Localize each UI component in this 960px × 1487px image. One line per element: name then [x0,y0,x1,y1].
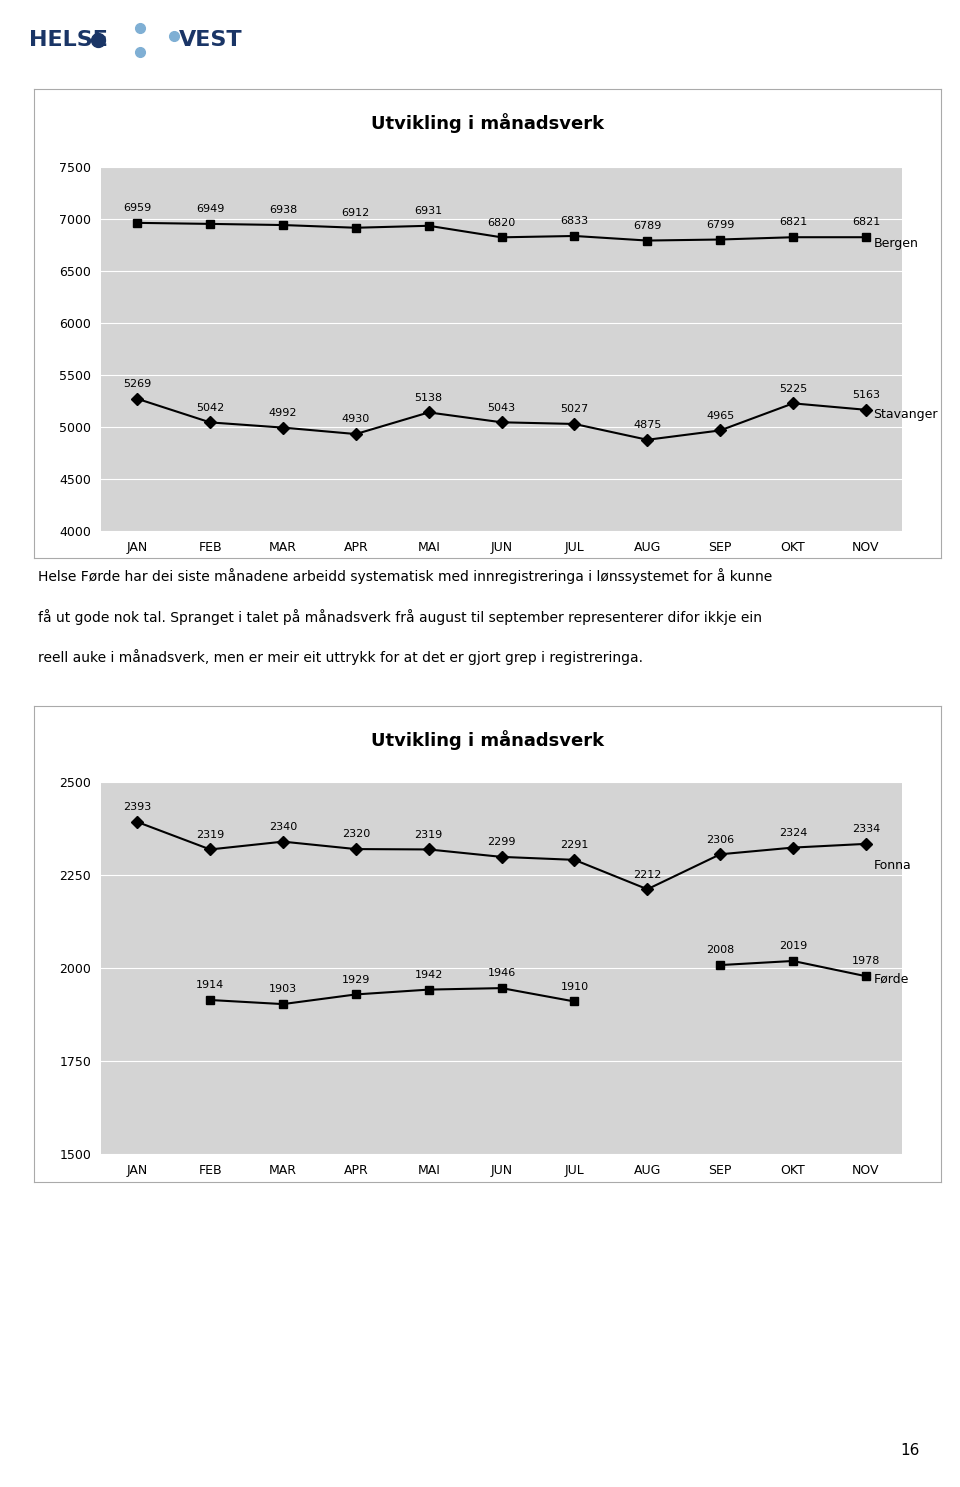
Text: 2019: 2019 [779,941,807,952]
Text: 2320: 2320 [342,830,370,839]
Text: 4875: 4875 [634,419,661,430]
Text: 5269: 5269 [123,379,152,390]
Text: 5027: 5027 [561,404,588,415]
Text: 5042: 5042 [196,403,225,413]
Text: 6820: 6820 [488,217,516,228]
Text: 2324: 2324 [779,828,807,837]
Text: 2319: 2319 [415,830,443,840]
Text: HELSE: HELSE [29,30,108,51]
Text: 6938: 6938 [269,205,297,216]
Text: 1903: 1903 [269,984,297,995]
Text: 4965: 4965 [707,410,734,421]
Text: 2319: 2319 [196,830,225,840]
Text: Bergen: Bergen [874,236,918,250]
Text: 6959: 6959 [123,204,152,213]
Text: Utvikling i månadsverk: Utvikling i månadsverk [371,113,604,132]
Text: 2393: 2393 [123,801,152,812]
Text: 6799: 6799 [706,220,734,230]
Text: Helse Bergen og Helse Stavanger: Helse Bergen og Helse Stavanger [356,174,618,187]
Text: 1946: 1946 [488,968,516,978]
Text: 5163: 5163 [852,390,880,400]
Text: Utvikling i månadsverk: Utvikling i månadsverk [371,730,604,749]
Text: 5138: 5138 [415,393,443,403]
Text: 2340: 2340 [269,822,297,831]
Text: 6949: 6949 [196,204,225,214]
Text: 2212: 2212 [634,870,661,879]
Text: Førde: Førde [874,972,908,986]
Text: 2299: 2299 [488,837,516,848]
Text: 4992: 4992 [269,407,298,418]
Text: Stavanger: Stavanger [874,407,938,421]
Text: VEST: VEST [179,30,242,51]
Text: 5043: 5043 [488,403,516,412]
Text: 4930: 4930 [342,415,370,424]
Text: 1910: 1910 [561,981,588,992]
Text: 16: 16 [900,1442,920,1459]
Text: 1914: 1914 [196,980,225,990]
Text: 1929: 1929 [342,974,370,984]
Text: 6912: 6912 [342,208,370,219]
Text: 6821: 6821 [779,217,807,228]
Text: 1942: 1942 [415,970,443,980]
Text: 2291: 2291 [561,840,588,851]
Text: 6931: 6931 [415,207,443,216]
Text: Fonna: Fonna [874,859,911,873]
Text: 2334: 2334 [852,824,880,834]
Text: 2008: 2008 [707,946,734,955]
Text: 6821: 6821 [852,217,880,228]
Text: Helse Førde har dei siste månadene arbeidd systematisk med innregistreringa i lø: Helse Førde har dei siste månadene arbei… [38,568,773,584]
Text: få ut gode nok tal. Spranget i talet på månadsverk frå august til september repr: få ut gode nok tal. Spranget i talet på … [38,608,762,625]
Text: reell auke i månadsverk, men er meir eit uttrykk for at det er gjort grep i regi: reell auke i månadsverk, men er meir eit… [38,650,643,665]
Text: 1978: 1978 [852,956,880,967]
Text: 5225: 5225 [779,384,807,394]
Text: 6833: 6833 [561,216,588,226]
Text: 6789: 6789 [634,222,661,230]
Text: Helse Fonna og Helse Førde: Helse Fonna og Helse Førde [378,787,596,801]
Text: 2306: 2306 [707,834,734,845]
